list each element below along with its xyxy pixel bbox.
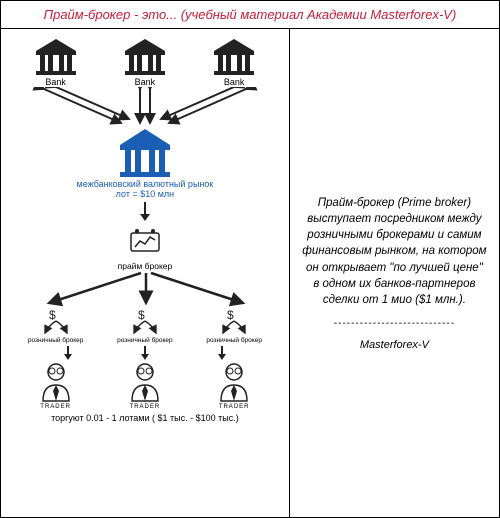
trader-node: TRADER [215, 361, 253, 410]
trader-icon [215, 361, 253, 403]
title-bar: Прайм-брокер - это... (учебный материал … [1, 1, 499, 29]
svg-text:$: $ [227, 308, 234, 322]
bank-node: Bank [32, 37, 80, 87]
arrow-icon [1, 87, 289, 127]
trader-label: TRADER [130, 404, 161, 410]
arrow-icon [138, 345, 152, 361]
trader-label: TRADER [40, 404, 71, 410]
retail-icon: $ [128, 307, 162, 337]
retail-row: $ розничный брокер $ розничный брокер $ … [1, 307, 289, 344]
retail-icon: $ [217, 307, 251, 337]
retail-node: $ розничный брокер [117, 307, 173, 344]
interbank-label-1: межбанковский валютный рынок [77, 179, 214, 189]
bank-icon [32, 37, 80, 77]
interbank-label-2: лот = $10 млн [116, 189, 174, 199]
page-title: Прайм-брокер - это... (учебный материал … [44, 7, 457, 22]
infographic-container: Прайм-брокер - это... (учебный материал … [0, 0, 500, 518]
diagram-panel: Bank Bank Bank [1, 29, 290, 517]
interbank-icon [116, 127, 174, 179]
svg-text:$: $ [138, 308, 145, 322]
retail-label: розничный брокер [117, 337, 173, 344]
arrow-down-1 [1, 200, 289, 227]
bank-node: Bank [210, 37, 258, 87]
bank-icon [210, 37, 258, 77]
prime-broker-label: прайм брокер [118, 262, 173, 272]
bank-label: Bank [135, 77, 156, 87]
retail-node: $ розничный брокер [206, 307, 262, 344]
diagram-footer: торгуют 0.01 - 1 лотами ( $1 тыс. - $100… [1, 410, 289, 428]
divider: ---------------------------- [334, 318, 455, 329]
arrows-prime-retail [1, 271, 289, 307]
trader-icon [126, 361, 164, 403]
trader-node: TRADER [37, 361, 75, 410]
trader-node: TRADER [126, 361, 164, 410]
arrow-icon [1, 271, 289, 307]
bank-label: Bank [45, 77, 66, 87]
retail-node: $ розничный брокер [28, 307, 84, 344]
text-panel: Прайм-брокер (Prime broker) выступает по… [290, 29, 499, 517]
bank-icon [121, 37, 169, 77]
arrow-icon [215, 345, 229, 361]
retail-label: розничный брокер [206, 337, 262, 344]
prime-broker-icon [125, 227, 165, 257]
content-area: Bank Bank Bank [1, 29, 499, 517]
trader-label: TRADER [219, 404, 250, 410]
svg-text:$: $ [49, 308, 56, 322]
arrow-icon [137, 200, 153, 222]
retail-icon: $ [39, 307, 73, 337]
traders-row: TRADER TRADER TRADER [1, 361, 289, 410]
arrow-icon [61, 345, 75, 361]
interbank-node: межбанковский валютный рынок лот = $10 м… [1, 127, 289, 200]
bank-node: Bank [121, 37, 169, 87]
banks-row: Bank Bank Bank [1, 29, 289, 87]
arrows-retail-trader [1, 345, 289, 361]
trader-icon [37, 361, 75, 403]
description-text: Прайм-брокер (Prime broker) выступает по… [302, 195, 487, 308]
bank-label: Bank [224, 77, 245, 87]
source-text: Masterforex-V [360, 339, 429, 351]
retail-label: розничный брокер [28, 337, 84, 344]
prime-broker-node: прайм брокер [1, 227, 289, 272]
arrows-banks-interbank [1, 87, 289, 127]
